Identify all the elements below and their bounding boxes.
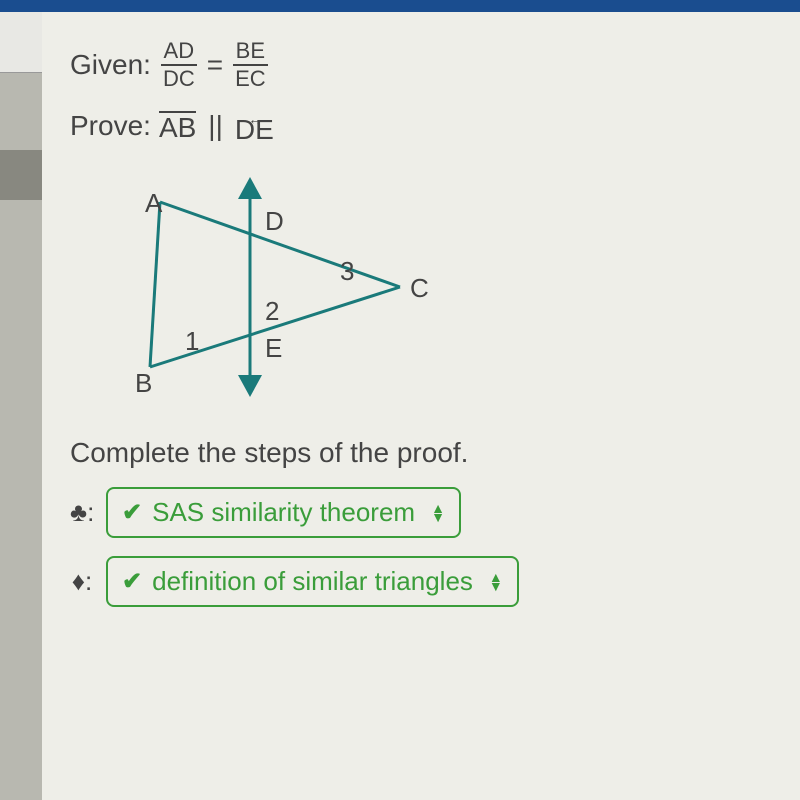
parallel-symbol: || [208, 110, 223, 142]
top-blue-bar [0, 0, 800, 12]
gutter-block-1 [0, 12, 42, 73]
line-DE: ↔ DE [235, 116, 274, 137]
prove-label: Prove: [70, 110, 151, 142]
svg-text:E: E [265, 333, 282, 363]
svg-text:B: B [135, 368, 152, 398]
svg-text:C: C [410, 273, 429, 303]
content-area: Given: AD DC = BE EC Prove: AB || ↔ DE A… [42, 12, 800, 800]
segment-DE: DE [235, 123, 274, 137]
stepper-icon[interactable]: ▲▼ [489, 573, 503, 590]
svg-text:1: 1 [185, 326, 199, 356]
diamond-symbol: ♦: [70, 566, 94, 597]
svg-text:A: A [145, 188, 163, 218]
diamond-answer-text: definition of similar triangles [152, 566, 473, 597]
triangle-diagram: A B C D E 1 2 3 [90, 172, 772, 407]
gutter-block-2 [0, 150, 42, 200]
segment-AB: AB [159, 111, 196, 142]
answer-box-diamond[interactable]: ✔ definition of similar triangles ▲▼ [106, 556, 519, 607]
prove-line: Prove: AB || ↔ DE [70, 110, 772, 142]
stepper-icon[interactable]: ▲▼ [431, 504, 445, 521]
check-icon: ✔ [122, 498, 142, 527]
club-symbol: ♣: [70, 497, 94, 528]
left-gutter [0, 12, 42, 800]
svg-text:2: 2 [265, 296, 279, 326]
svg-text:D: D [265, 206, 284, 236]
diagram-svg: A B C D E 1 2 3 [90, 172, 440, 402]
equals-sign: = [207, 49, 223, 81]
svg-text:3: 3 [340, 256, 354, 286]
check-icon: ✔ [122, 567, 142, 596]
frac1-numerator: AD [162, 40, 197, 64]
answer-row-club: ♣: ✔ SAS similarity theorem ▲▼ [70, 487, 772, 538]
given-label: Given: [70, 49, 151, 81]
answer-box-club[interactable]: ✔ SAS similarity theorem ▲▼ [106, 487, 461, 538]
given-line: Given: AD DC = BE EC [70, 40, 772, 90]
frac2-denominator: EC [233, 64, 268, 90]
fraction-2: BE EC [233, 40, 268, 90]
complete-steps-text: Complete the steps of the proof. [70, 437, 772, 469]
frac1-denominator: DC [161, 64, 197, 90]
fraction-1: AD DC [161, 40, 197, 90]
frac2-numerator: BE [234, 40, 267, 64]
club-answer-text: SAS similarity theorem [152, 497, 415, 528]
answer-row-diamond: ♦: ✔ definition of similar triangles ▲▼ [70, 556, 772, 607]
